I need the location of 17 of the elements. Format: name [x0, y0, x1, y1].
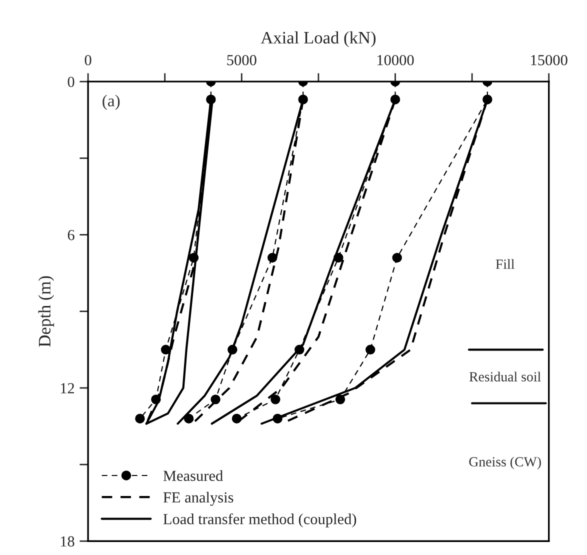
y-axis-title: Depth (m)	[38, 276, 54, 347]
annotation: Residual soil	[469, 372, 541, 382]
legend-label: Measured	[163, 470, 223, 481]
annotation: Fill	[496, 259, 514, 269]
annotation: (a)	[102, 94, 120, 110]
x-tick-label: 0	[84, 54, 92, 66]
annotation: Gneiss (CW)	[469, 456, 541, 470]
x-tick-label: 5000	[227, 54, 256, 66]
x-tick-label: 10000	[377, 54, 414, 66]
x-tick-label: 15000	[531, 54, 568, 66]
legend-label: Load transfer method (coupled)	[163, 513, 356, 528]
y-tick-label: 18	[60, 536, 74, 547]
x-axis-title: Axial Load (kN)	[260, 31, 376, 48]
y-tick-label: 0	[68, 76, 74, 88]
y-tick-label: 12	[60, 383, 74, 394]
legend-label: FE analysis	[163, 492, 234, 506]
y-tick-label: 6	[68, 230, 74, 240]
